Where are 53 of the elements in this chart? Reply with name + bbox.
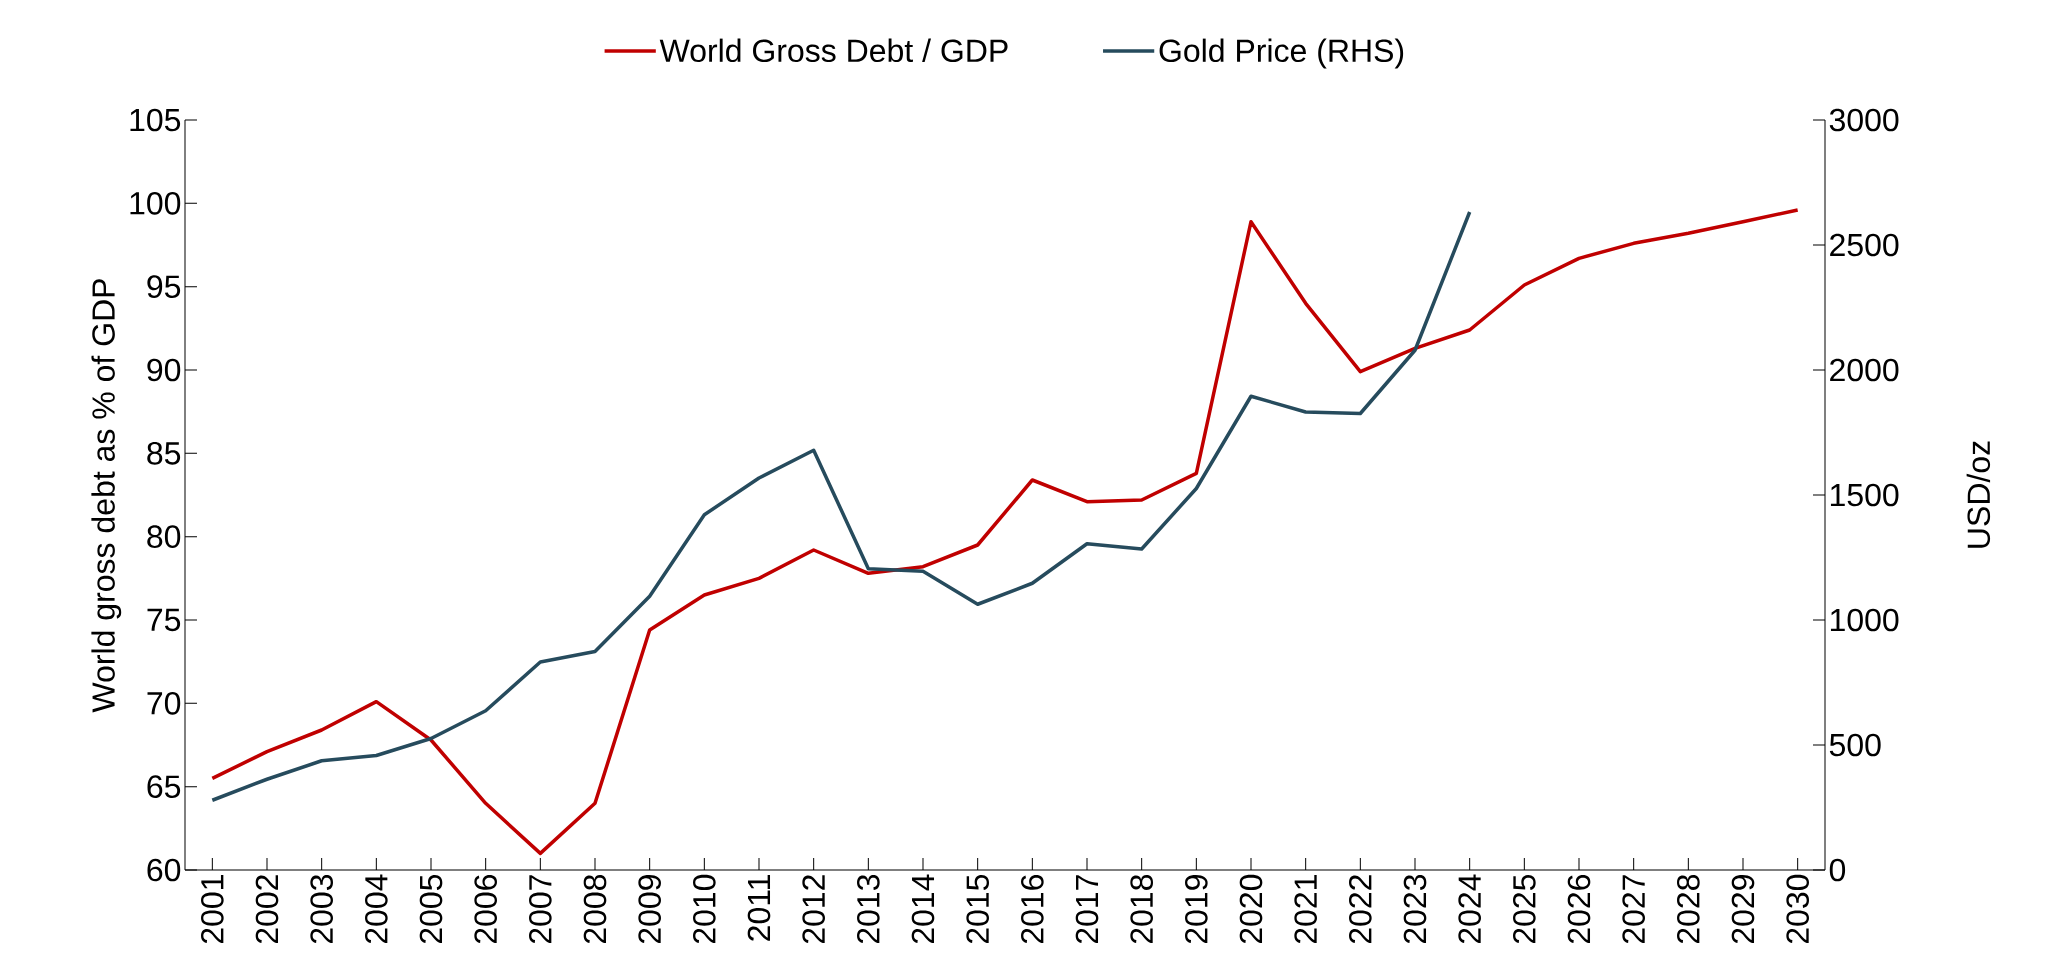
y-tick-label: 80 xyxy=(147,525,181,548)
x-tick-label: 2021 xyxy=(1294,875,1317,944)
x-tick-label: 2016 xyxy=(1021,874,1044,944)
x-tick-label: 2005 xyxy=(419,874,443,944)
y-tick-label: 70 xyxy=(147,692,181,715)
x-tick-label: 2030 xyxy=(1786,874,1809,944)
y2-axis-title: USD/oz xyxy=(1966,441,1991,548)
y-tick-label: 85 xyxy=(147,442,181,465)
x-tick-label: 2023 xyxy=(1403,874,1427,944)
y-tick-label: 90 xyxy=(147,358,181,382)
x-tick-label: 2027 xyxy=(1622,875,1645,944)
y-axis-title: World gross debt as % of GDP xyxy=(91,279,122,713)
x-tick-label: 2006 xyxy=(474,874,497,944)
x-tick-label: 2024 xyxy=(1458,874,1481,944)
x-tick-label: 2025 xyxy=(1513,874,1536,944)
x-tick-label: 2015 xyxy=(966,874,989,944)
x-tick-label: 2022 xyxy=(1349,875,1372,944)
y2-tick-label: 2000 xyxy=(1830,358,1899,382)
y-tick-label: 60 xyxy=(147,858,181,882)
x-tick-label: 2011 xyxy=(747,875,771,941)
y2-tick-label: 2500 xyxy=(1830,233,1899,257)
line-series xyxy=(210,208,1800,856)
line-series xyxy=(210,210,1472,802)
x-tick-label: 2007 xyxy=(529,875,552,944)
y-tick-label: 95 xyxy=(147,275,181,298)
y-tick-label: 100 xyxy=(130,192,181,215)
x-tick-label: 2019 xyxy=(1185,875,1208,944)
x-tick-label: 2008 xyxy=(583,874,607,944)
y2-tick-label: 3000 xyxy=(1829,108,1899,132)
x-tick-label: 2003 xyxy=(310,874,333,944)
x-tick-label: 2001 xyxy=(201,875,224,944)
x-tick-label: 2010 xyxy=(693,874,716,944)
x-tick-label: 2014 xyxy=(911,874,935,944)
y2-tick-label: 1500 xyxy=(1830,483,1899,507)
y2-tick-label: 500 xyxy=(1829,733,1881,757)
x-tick-label: 2009 xyxy=(638,875,661,944)
y-tick-label: 105 xyxy=(130,108,181,132)
x-tick-label: 2026 xyxy=(1567,874,1591,944)
x-tick-label: 2020 xyxy=(1239,874,1263,944)
y2-tick-label: 0 xyxy=(1829,858,1846,882)
x-tick-label: 2012 xyxy=(802,875,825,944)
x-tick-label: 2029 xyxy=(1731,875,1755,944)
y-tick-label: 75 xyxy=(147,608,181,632)
x-tick-label: 2002 xyxy=(255,875,279,944)
y2-tick-label: 1000 xyxy=(1830,608,1899,632)
x-tick-label: 2018 xyxy=(1130,874,1153,944)
legend-label: World Gross Debt / GDP xyxy=(659,38,1008,63)
x-tick-label: 2028 xyxy=(1677,874,1700,944)
x-tick-label: 2013 xyxy=(857,874,880,944)
y-tick-label: 65 xyxy=(147,775,181,798)
x-tick-label: 2017 xyxy=(1075,875,1099,944)
x-tick-label: 2004 xyxy=(365,874,388,944)
legend-label: Gold Price (RHS) xyxy=(1159,38,1404,69)
